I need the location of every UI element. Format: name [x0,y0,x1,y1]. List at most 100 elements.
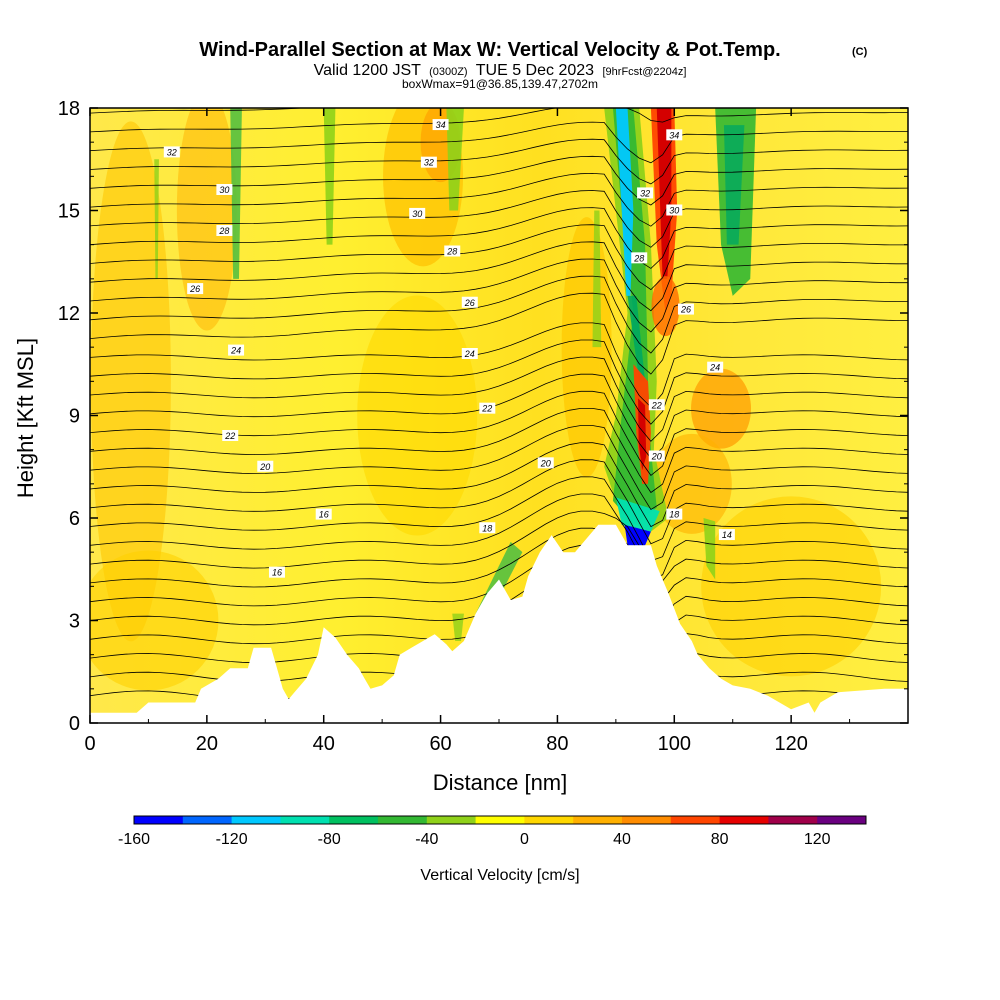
contour-label-text: 20 [540,458,551,468]
contour-label-text: 20 [259,462,270,472]
theta-contour-line [90,408,908,494]
colorbar-tick-label: 80 [711,831,729,848]
contour-label: 30 [216,184,233,195]
colorbar-swatch [524,816,574,824]
contour-label: 18 [666,508,683,520]
contour-label-text: 16 [272,568,282,578]
contour-label: 22 [479,402,496,414]
colorbar-swatch [134,816,184,824]
contour-label: 18 [479,522,496,534]
theta-contour-line [90,121,908,164]
contour-label: 34 [666,129,683,141]
colorbar-tick-label: 0 [520,831,529,848]
theta-contour-line [90,138,908,185]
theta-contour-line [90,493,908,579]
y-tick-label: 9 [69,406,80,428]
colorbar-label: Vertical Velocity [cm/s] [420,867,579,884]
colorbar-swatch [768,816,818,824]
contour-label: 26 [187,283,204,295]
colorbar-ticks: -160 -120 -80 -40 0 40 80 120 [118,831,831,848]
contour-label-bg [479,522,496,534]
colorbar-swatch [573,816,623,824]
contour-label-bg [631,252,648,264]
theta-contour-line [90,258,908,333]
theta-contour-line [90,172,908,227]
contour-label-bg [461,296,478,308]
contour-label-text: 24 [709,363,720,373]
x-tick-label: 40 [313,733,335,755]
colorbar-tick-label: -120 [216,831,248,848]
contour-label: 32 [637,187,654,199]
chart-subtitle: Valid 1200 JST (0300Z) TUE 5 Dec 2023 [9… [314,62,687,79]
x-tick-label: 60 [429,733,451,755]
contour-label-bg [677,303,694,315]
contour-label-text: 18 [669,510,679,520]
x-tick-label: 120 [774,733,807,755]
subtitle-utc: (0300Z) [429,66,468,78]
contour-label-bg [537,457,554,469]
contour-label: 28 [216,225,233,236]
contour-label-bg [666,129,683,141]
gold-area [90,121,171,642]
theta-contour-line [90,476,908,562]
contour-label-bg [461,348,478,359]
green-streak [230,108,242,279]
downdraft-band [452,613,464,641]
contour-label-text: 20 [651,452,662,462]
contour-label: 20 [648,450,665,462]
green-streak [592,210,602,348]
contour-label-text: 28 [446,247,457,257]
contour-label: 32 [163,146,180,158]
theta-contour-line [90,425,908,511]
contour-label-text: 32 [640,188,650,198]
colorbar-frame [133,815,867,825]
colorbar-swatch [378,816,428,824]
theta-contour-line [90,108,311,114]
contour-label: 24 [707,361,724,373]
gold-area [561,217,612,478]
theta-contour-line [90,356,908,442]
contour-label-bg [187,283,204,295]
colorbar-swatch [280,816,330,824]
terrain-mask [90,524,908,723]
y-axis-label: Height [Kft MSL] [13,338,38,498]
orange-area [691,368,752,449]
theta-contour-line [90,339,908,425]
contour-label-text: 28 [633,253,644,263]
contour-label: 28 [631,252,648,264]
contour-label-text: 24 [464,349,475,359]
contour-label-text: 16 [319,510,329,520]
colorbar-swatch [329,816,379,824]
contour-label-bg [707,361,724,373]
contour-label-text: 30 [412,209,422,219]
contour-label-text: 32 [167,147,177,157]
theta-contour-line [90,241,908,312]
x-tick-label: 80 [546,733,568,755]
subtitle-date: TUE 5 Dec 2023 [476,62,594,79]
colorbar-swatch [426,816,477,824]
x-axis: 0 20 40 60 80 100 120 [84,108,851,755]
colorbar-tick-label: -40 [415,831,438,848]
colorbar-swatch [622,816,672,824]
theta-contour-line [90,322,908,408]
contour-label-text: 18 [482,523,492,533]
theta-contour-line [90,442,908,528]
contour-label-bg [216,184,233,195]
contour-label-text: 30 [219,185,229,195]
chart-subtitle-box: boxWmax=91@36.85,139.47,2702m [402,77,598,91]
theta-contour-line [90,108,908,133]
contour-label-text: 22 [651,400,662,410]
chart-title-unit: (C) [852,46,868,58]
contour-label-text: 34 [436,120,446,130]
contour-label-bg [648,450,665,462]
contour-label-text: 30 [669,206,679,216]
theta-contour-line [90,224,908,291]
x-axis-label: Distance [nm] [433,770,568,795]
theta-contour-line [90,527,908,601]
theta-contour-line [90,275,908,354]
green-streak [723,125,745,245]
colorbar-tick-label: -160 [118,831,150,848]
colorbar-swatch [475,816,525,824]
colorbar-swatch [719,816,769,824]
